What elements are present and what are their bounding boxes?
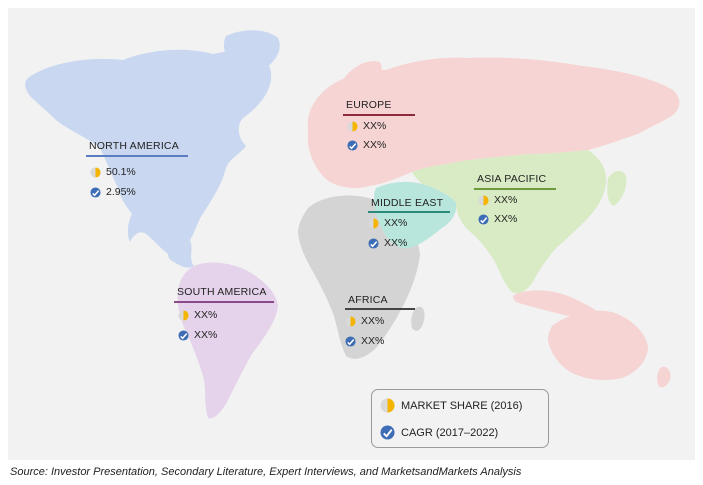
cagr-icon <box>90 186 101 198</box>
cagr-middle-east: XX% <box>368 237 407 249</box>
southeast-asia-islands-shape <box>513 290 600 318</box>
cagr-icon <box>347 139 358 151</box>
region-label-europe: EUROPE <box>346 99 392 111</box>
asia-pacific-shape <box>412 150 607 294</box>
middle-east-shape <box>374 181 457 249</box>
market-share-middle-east: XX% <box>368 217 407 229</box>
australia-shape <box>548 310 648 380</box>
market-share-value-asia-pacific: XX% <box>494 194 518 206</box>
cagr-south-america: XX% <box>178 329 217 341</box>
market-share-icon <box>178 309 189 321</box>
cagr-icon <box>478 213 489 225</box>
region-rule-north-america <box>86 155 188 157</box>
legend: MARKET SHARE (2016) CAGR (2017–2022) <box>371 389 549 448</box>
market-share-south-america: XX% <box>178 309 217 321</box>
market-share-value-africa: XX% <box>361 315 385 327</box>
cagr-europe: XX% <box>347 139 386 151</box>
central-america-shape <box>168 240 194 268</box>
japan-shape <box>607 170 627 206</box>
market-share-africa: XX% <box>345 315 384 327</box>
region-label-africa: AFRICA <box>348 294 388 306</box>
cagr-value-north-america: 2.95% <box>106 186 136 198</box>
market-share-icon <box>380 398 395 413</box>
market-share-value-middle-east: XX% <box>384 217 408 229</box>
legend-market-share-label: MARKET SHARE (2016) <box>401 399 523 412</box>
source-note: Source: Investor Presentation, Secondary… <box>10 466 522 478</box>
region-rule-africa <box>345 308 415 310</box>
region-rule-asia-pacific <box>474 188 556 190</box>
cagr-value-europe: XX% <box>363 139 387 151</box>
market-share-value-south-america: XX% <box>194 309 218 321</box>
scandinavia-shape <box>337 61 382 108</box>
cagr-icon <box>345 335 356 347</box>
cagr-icon <box>178 329 189 341</box>
region-label-middle-east: MIDDLE EAST <box>371 197 444 209</box>
market-share-icon <box>90 166 101 178</box>
legend-market-share: MARKET SHARE (2016) <box>380 398 522 413</box>
market-share-asia-pacific: XX% <box>478 194 517 206</box>
cagr-icon <box>368 237 379 249</box>
market-share-icon <box>345 315 356 327</box>
cagr-value-middle-east: XX% <box>384 237 408 249</box>
madagascar-shape <box>411 306 425 331</box>
cagr-icon <box>380 425 395 440</box>
cagr-value-asia-pacific: XX% <box>494 213 518 225</box>
map-panel <box>8 8 695 460</box>
market-share-value-europe: XX% <box>363 120 387 132</box>
cagr-asia-pacific: XX% <box>478 213 517 225</box>
legend-cagr-label: CAGR (2017–2022) <box>401 426 499 439</box>
cagr-north-america: 2.95% <box>90 186 136 198</box>
market-share-icon <box>478 194 489 206</box>
north-america-shape <box>25 49 272 254</box>
market-share-north-america: 50.1% <box>90 166 136 178</box>
market-share-europe: XX% <box>347 120 386 132</box>
region-rule-europe <box>343 114 415 116</box>
market-share-icon <box>368 217 379 229</box>
cagr-value-africa: XX% <box>361 335 385 347</box>
region-label-south-america: SOUTH AMERICA <box>177 286 267 298</box>
market-share-value-north-america: 50.1% <box>106 166 136 178</box>
europe-shape <box>307 57 680 189</box>
legend-cagr: CAGR (2017–2022) <box>380 425 498 440</box>
market-share-icon <box>347 120 358 132</box>
region-rule-south-america <box>174 301 274 303</box>
new-zealand-shape <box>657 366 671 388</box>
cagr-africa: XX% <box>345 335 384 347</box>
region-label-asia-pacific: ASIA PACIFIC <box>477 173 547 185</box>
region-rule-middle-east <box>368 211 450 213</box>
world-map <box>25 30 680 419</box>
region-label-north-america: NORTH AMERICA <box>89 140 179 152</box>
greenland-shape <box>223 30 280 75</box>
cagr-value-south-america: XX% <box>194 329 218 341</box>
